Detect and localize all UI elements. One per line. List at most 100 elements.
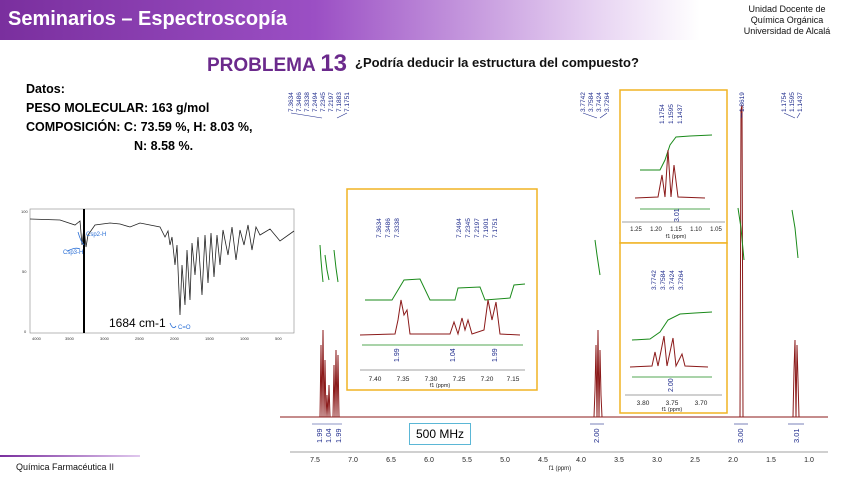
inset-xtick: 1.10 [690,227,702,233]
peak-label: 7.2197 [328,92,335,112]
peak-label: 1.1437 [797,92,804,112]
nmr-xtick: 3.0 [652,457,662,464]
inset-peak-label: 7.1901 [483,218,490,238]
ir-annotation-csp2h: Csp2-H [86,232,106,238]
inset-xtick: 7.20 [481,376,494,383]
inset-peak-label: 7.2197 [474,218,481,238]
nmr-xtick: 3.5 [614,457,624,464]
integral-label: 2.00 [592,428,601,443]
nmr-xtick: 1.0 [804,457,814,464]
ir-xtick: 3500 [65,336,75,341]
integral-label: 3.01 [792,428,801,443]
inset-peak-label: 3.7584 [660,270,667,290]
nmr-xtick: 5.5 [462,457,472,464]
ir-annotation-csp3h: Csp3-H [63,250,83,256]
ir-annotation-co: C=O [178,325,191,331]
peak-label: 7.3486 [296,92,303,112]
institution-label: Unidad Docente de Química Orgánica Unive… [743,4,831,36]
nmr-xtick: 5.0 [500,457,510,464]
inset-peak-label: 1.1754 [659,104,666,124]
inset-xtick: 7.30 [425,376,438,383]
data-heading: Datos: [26,82,65,96]
peak-label: 3.7424 [596,92,603,112]
inset-integral: 1.04 [450,348,457,362]
inset-triplet: 1.1754 1.1595 1.1437 3.01 1.25 1.20 1.15… [619,89,728,244]
data-block: Datos: PESO MOLECULAR: 163 g/mol COMPOSI… [26,80,252,156]
composition-line-2: N: 8.58 %. [134,139,194,153]
nmr-xtick: 2.0 [728,457,738,464]
ir-carbonyl-label: 1684 cm-1 [107,316,168,330]
nmr-xtick: 6.0 [424,457,434,464]
ir-xtick: 2500 [135,336,145,341]
inset-integral: 1.99 [492,348,499,362]
course-label: Química Farmacéutica II [16,462,115,472]
nmr-xtick: 1.5 [766,457,776,464]
peak-label: 3.7264 [604,92,611,112]
integral-label: 1.99 [315,428,324,443]
inset-integral: 3.01 [674,208,681,222]
inset-xtick: 3.80 [637,400,650,407]
ir-xtick: 500 [275,336,282,341]
peak-label: 3.7584 [588,92,595,112]
peak-label: 7.1883 [336,92,343,112]
slide-title: Seminarios – Espectroscopía [8,8,288,30]
inset-peak-label: 7.1751 [492,218,499,238]
nmr-xtick: 2.5 [690,457,700,464]
composition-line-1: COMPOSICIÓN: C: 73.59 %, H: 8.03 %, [26,120,253,134]
nmr-xtick: 4.0 [576,457,586,464]
inset-peak-label: 7.2494 [456,218,463,238]
inset-peak-label: 3.7742 [651,270,658,290]
inset-peak-label: 7.2345 [465,218,472,238]
peak-label: 7.3338 [304,92,311,112]
integral-label: 3.00 [736,428,745,443]
integral-label: 1.99 [334,428,343,443]
frequency-box: 500 MHz [409,423,471,445]
peak-label: 1.1595 [789,92,796,112]
peak-label: 7.1751 [344,92,351,112]
inset-quartet: 3.7742 3.7584 3.7424 3.7264 2.00 3.80 3.… [619,242,728,414]
inset-aromatic: 7.3634 7.3486 7.3338 7.2494 7.2345 7.219… [346,188,538,391]
inset-xtick: 7.40 [369,376,382,383]
inset-xlabel: f1 (ppm) [666,234,687,240]
inset-xtick: 1.20 [650,227,662,233]
peak-label: 3.7742 [580,92,587,112]
inset-xlabel: f1 (ppm) [662,407,683,413]
nmr-xtick: 7.0 [348,457,358,464]
molecular-weight: PESO MOLECULAR: 163 g/mol [26,101,210,115]
inset-xtick: 1.25 [630,227,642,233]
ir-xtick: 2000 [170,336,180,341]
ir-spectrum: 4000 3500 3000 2500 2000 1500 1000 500 1… [21,208,295,341]
nmr-xtick: 6.5 [386,457,396,464]
inset-xtick: 7.15 [507,376,520,383]
inset-peak-label: 1.1437 [677,104,684,124]
ir-ytick: 0 [24,329,27,334]
ir-ytick: 100 [21,209,28,214]
inset-peak-label: 1.1595 [668,104,675,124]
ir-ytick: 50 [22,269,27,274]
inset-xtick: 3.70 [695,400,708,407]
inset-peak-label: 7.3486 [385,218,392,238]
inset-peak-label: 3.7264 [678,270,685,290]
problem-heading: PROBLEMA 13 [207,50,347,78]
inset-integral: 2.00 [668,378,675,392]
ir-xtick: 1500 [205,336,215,341]
inset-xtick: 7.35 [397,376,410,383]
peak-label: 7.2494 [312,92,319,112]
ir-xtick: 3000 [100,336,110,341]
inset-peak-label: 3.7424 [669,270,676,290]
inset-xtick: 1.15 [670,227,682,233]
ir-xtick: 4000 [32,336,42,341]
header-bar [0,0,700,40]
problem-number: 13 [320,50,348,77]
inset-xtick: 1.05 [710,227,722,233]
problem-question: ¿Podría deducir la estructura del compue… [355,55,639,70]
footer-divider [0,455,140,457]
peak-label: 7.3634 [288,92,295,112]
inset-xtick: 3.75 [666,400,679,407]
inset-xlabel: f1 (ppm) [430,383,451,389]
nmr-xtick: 7.5 [310,457,320,464]
inset-xtick: 7.25 [453,376,466,383]
inset-peak-label: 7.3634 [376,218,383,238]
inset-integral: 1.99 [394,348,401,362]
